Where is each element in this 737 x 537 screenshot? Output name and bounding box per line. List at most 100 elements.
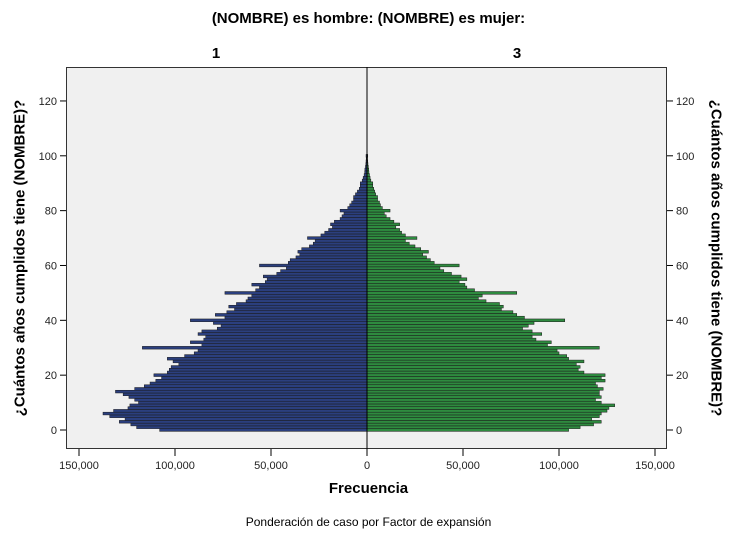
bar-male — [144, 384, 368, 388]
y-tick-label-left: 120 — [39, 96, 57, 108]
y-tick-label-left: 20 — [45, 370, 57, 382]
bar-female — [366, 395, 602, 399]
bar-female — [366, 299, 487, 303]
bar-male — [347, 206, 368, 210]
bar-male — [159, 428, 368, 432]
bar-male — [203, 337, 368, 342]
x-tick-label: 0 — [364, 460, 370, 472]
bar-male — [161, 376, 368, 380]
bar-male — [280, 269, 368, 273]
bar-female — [366, 187, 374, 191]
bar-female — [366, 258, 431, 262]
bar-female — [366, 332, 542, 336]
bar-female — [366, 381, 596, 386]
bar-female — [366, 414, 600, 418]
bar-female — [366, 269, 445, 273]
bar-female — [366, 354, 567, 358]
bar-female — [366, 321, 535, 325]
bar-female — [366, 376, 602, 380]
bar-male — [330, 222, 368, 226]
bar-male — [213, 321, 368, 325]
bar-male — [228, 304, 368, 309]
bar-female — [366, 195, 378, 199]
bar-male — [115, 389, 368, 394]
x-tick-label: 100,000 — [539, 460, 579, 472]
y-tick-label-left: 0 — [51, 425, 57, 437]
bar-male — [236, 302, 368, 306]
bar-female — [366, 310, 514, 314]
bar-male — [167, 357, 368, 361]
bar-female — [366, 203, 381, 207]
bar-female — [366, 252, 423, 257]
panel-label-female: 3 — [512, 45, 522, 62]
y-tick-label-right: 60 — [676, 260, 688, 272]
bar-male — [184, 354, 368, 358]
bar-female — [366, 209, 391, 213]
y-tick-label-left: 100 — [39, 151, 57, 163]
bar-female — [366, 417, 592, 421]
bar-male — [220, 324, 368, 328]
bar-male — [149, 381, 368, 386]
female-bars — [366, 154, 615, 432]
bar-male — [224, 315, 368, 320]
bar-male — [341, 214, 368, 218]
bar-female — [366, 239, 406, 243]
bar-female — [366, 387, 604, 391]
bar-male — [259, 263, 368, 268]
bar-female — [366, 318, 566, 322]
y-tick-label-left: 60 — [45, 260, 57, 272]
bar-male — [259, 285, 368, 290]
bar-female — [366, 425, 581, 429]
bar-female — [366, 217, 391, 221]
x-axis-title: Frecuencia — [328, 480, 409, 497]
bar-female — [366, 230, 402, 235]
bar-female — [366, 411, 602, 416]
bar-female — [366, 357, 569, 361]
bar-male — [264, 280, 368, 284]
bar-male — [297, 250, 368, 254]
bar-male — [307, 236, 368, 240]
male-bars — [102, 154, 368, 432]
bar-male — [155, 379, 368, 383]
bar-male — [362, 176, 368, 180]
bar-female — [366, 329, 533, 333]
bar-female — [366, 302, 500, 306]
bar-female — [366, 307, 502, 311]
y-tick-label-right: 120 — [676, 96, 694, 108]
bar-male — [355, 192, 368, 196]
bar-male — [359, 187, 368, 191]
bar-male — [299, 252, 368, 257]
bar-female — [366, 291, 518, 295]
chart-title: (NOMBRE) es hombre: (NOMBRE) es mujer: — [211, 10, 526, 27]
bar-male — [197, 348, 368, 353]
bar-male — [309, 244, 368, 248]
bar-female — [366, 274, 462, 279]
bar-female — [366, 200, 380, 205]
bar-male — [226, 310, 368, 314]
bar-male — [245, 299, 368, 303]
x-tick-label: 50,000 — [446, 460, 480, 472]
bar-female — [366, 178, 372, 183]
bar-male — [266, 277, 368, 281]
bar-male — [251, 283, 368, 287]
bar-male — [276, 272, 368, 276]
y-axis-ticks: 0 0 20 20 40 40 60 60 80 80 100 100 120 120 — [39, 96, 695, 437]
bar-male — [134, 387, 368, 391]
bar-female — [366, 225, 397, 229]
bar-male — [360, 181, 368, 185]
bar-female — [366, 326, 523, 331]
bar-male — [360, 184, 368, 188]
bar-female — [366, 236, 418, 240]
bar-male — [339, 217, 368, 221]
bar-female — [366, 228, 400, 232]
bar-female — [366, 280, 460, 284]
bar-male — [168, 368, 368, 372]
bar-female — [366, 409, 608, 413]
bar-male — [113, 409, 368, 413]
bar-female — [366, 263, 460, 268]
bar-male — [289, 258, 368, 262]
bar-male — [328, 228, 368, 232]
bar-male — [119, 420, 368, 424]
bar-male — [102, 411, 368, 416]
